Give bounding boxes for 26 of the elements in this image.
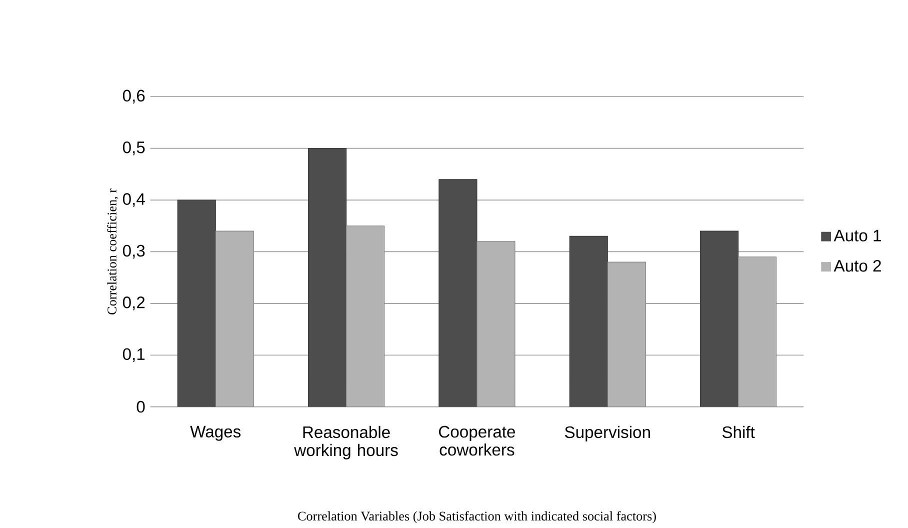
y-tick-label: 0,5 [122,142,145,156]
x-tick-label: Reasonable working hours [294,426,398,460]
y-tick-label: 0,2 [122,296,145,310]
bar [215,230,254,407]
bar [346,226,385,407]
bar [607,262,646,407]
y-tick-label: 0,3 [122,244,145,259]
x-tick-label: Supervision [564,426,650,442]
x-tick-label: Cooperate coworkers [439,426,515,456]
y-tick-label: 0,1 [122,348,145,362]
legend-label: Auto 2 [834,260,881,272]
bar [438,179,478,407]
y-tick-label: 0,4 [122,193,145,207]
bar [738,256,777,407]
x-axis-title: Correlation Variables (Job Satisfaction with indicated social factors) [298,511,656,524]
bar [308,148,347,407]
bar [569,236,608,407]
y-axis-title: Correlation coefficien, r [107,188,118,314]
bar [476,241,516,407]
bar [177,200,216,407]
y-tick-label: 0 [136,401,145,413]
legend-label: Auto 1 [834,230,881,242]
y-tick-label: 0,6 [122,90,145,104]
bar [700,230,739,407]
x-tick-label: Wages [190,426,241,441]
x-tick-label: Shift [722,426,755,438]
